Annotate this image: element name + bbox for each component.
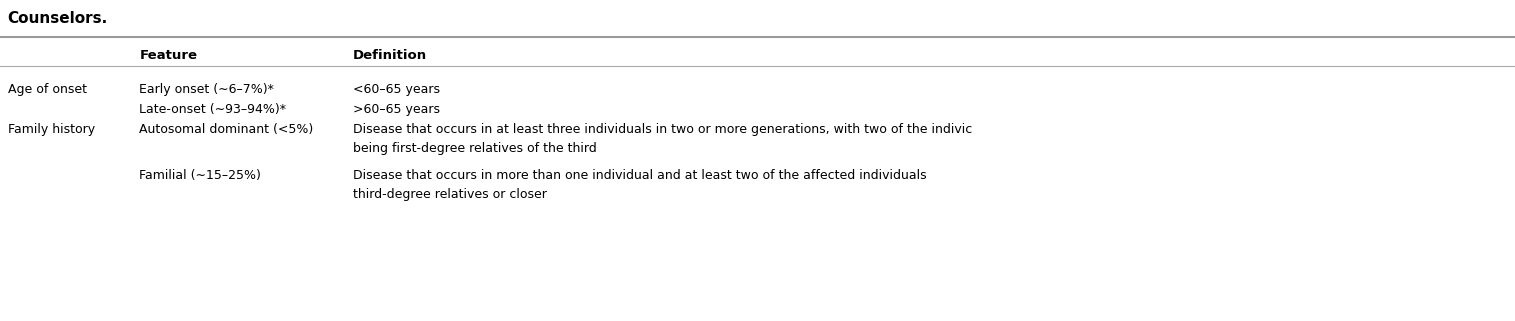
Text: Counselors.: Counselors.: [8, 11, 108, 26]
Text: Familial (∼15–25%): Familial (∼15–25%): [139, 169, 261, 182]
Text: Age of onset: Age of onset: [8, 83, 86, 96]
Text: Early onset (∼6–7%)*: Early onset (∼6–7%)*: [139, 83, 274, 96]
Text: <60–65 years: <60–65 years: [353, 83, 439, 96]
Text: Disease that occurs in at least three individuals in two or more generations, wi: Disease that occurs in at least three in…: [353, 123, 973, 155]
Text: Family history: Family history: [8, 123, 95, 136]
Text: Definition: Definition: [353, 49, 427, 62]
Text: Disease that occurs in more than one individual and at least two of the affected: Disease that occurs in more than one ind…: [353, 169, 927, 201]
Text: >60–65 years: >60–65 years: [353, 103, 439, 116]
Text: Feature: Feature: [139, 49, 197, 62]
Text: Late-onset (∼93–94%)*: Late-onset (∼93–94%)*: [139, 103, 286, 116]
Text: Autosomal dominant (<5%): Autosomal dominant (<5%): [139, 123, 314, 136]
